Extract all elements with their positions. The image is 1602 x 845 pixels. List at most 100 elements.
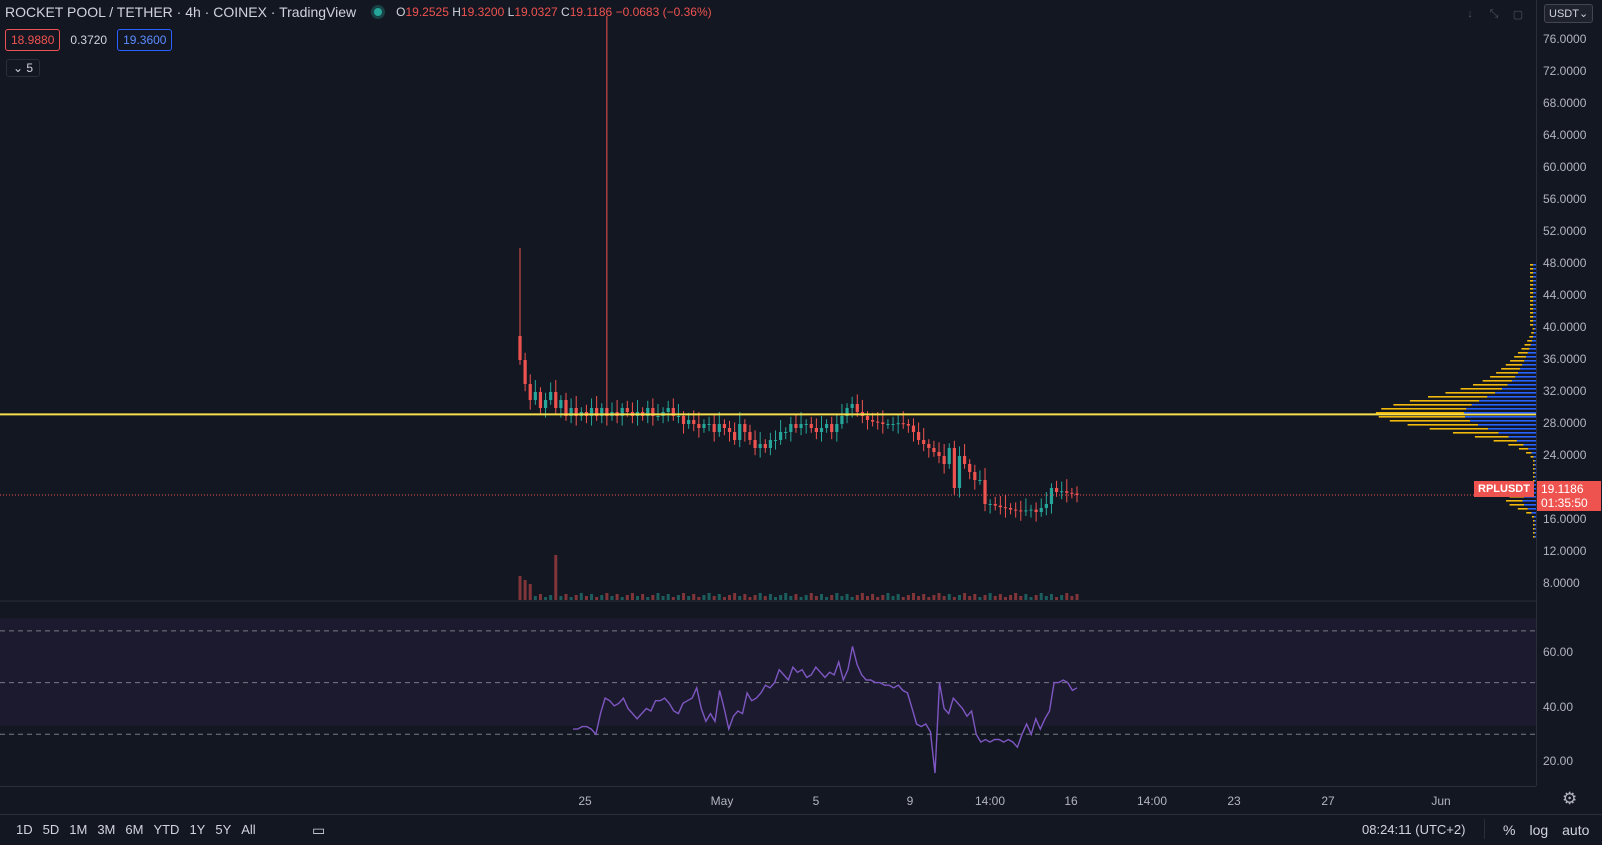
candle-body [671, 408, 675, 416]
collapse-icon[interactable]: ⤡ [1489, 7, 1499, 20]
volume-bar [584, 596, 588, 600]
candle-body [600, 408, 604, 416]
volume-bar [569, 597, 573, 600]
chart-canvas[interactable] [0, 0, 1536, 786]
volume-bar [809, 593, 813, 600]
price-tick-label: 68.0000 [1543, 96, 1587, 110]
range-button-1m[interactable]: 1M [69, 822, 88, 837]
candle-body [595, 408, 599, 416]
price-tick-label: 16.0000 [1543, 512, 1587, 526]
volume-profile-bar [1498, 432, 1536, 434]
volume-profile-bar [1501, 368, 1521, 370]
volume-bar [1065, 593, 1069, 600]
indicators-collapse-button[interactable]: ⌄ 5 [6, 59, 41, 77]
volume-bar [702, 595, 706, 600]
time-tick-label: 16 [1064, 794, 1078, 808]
candle-body [978, 480, 982, 481]
time-tick-label: May [710, 794, 734, 808]
candle-body [1075, 493, 1079, 496]
volume-profile-bar [1517, 508, 1528, 510]
volume-profile-bar [1533, 520, 1535, 522]
volume-bar [544, 597, 548, 600]
volume-profile-bar [1496, 372, 1519, 374]
candle-body [620, 408, 624, 416]
symbol-legend[interactable]: ROCKET POOL / TETHER · 4h · COINEX · Tra… [5, 4, 718, 20]
candle-body [1024, 510, 1028, 512]
volume-bar [952, 597, 956, 600]
volume-profile-bar [1531, 516, 1535, 518]
spread-value: 0.3720 [70, 33, 108, 47]
volume-bar [947, 594, 951, 600]
candle-body [625, 408, 629, 412]
volume-bar [927, 597, 931, 600]
price-tick-label: 48.0000 [1543, 256, 1587, 270]
time-tick-label: Jun [1431, 794, 1451, 808]
scale-option-auto[interactable]: auto [1562, 822, 1590, 838]
scale-option-log[interactable]: log [1529, 822, 1549, 838]
range-button-3m[interactable]: 3M [97, 822, 116, 837]
time-tick-label: 14:00 [1136, 794, 1168, 808]
symbol-title[interactable]: ROCKET POOL / TETHER · 4h · COINEX · Tra… [5, 4, 357, 20]
volume-profile-bar [1523, 444, 1536, 446]
buy-button[interactable]: 19.3600 [117, 29, 173, 51]
candle-body [528, 384, 532, 400]
range-button-all[interactable]: All [241, 822, 256, 837]
volume-profile-bar [1466, 408, 1536, 410]
range-button-5y[interactable]: 5Y [215, 822, 232, 837]
volume-bar [753, 595, 757, 600]
candle-body [916, 432, 921, 440]
volume-profile-bar [1505, 364, 1523, 366]
candle-body [850, 404, 854, 408]
bottom-toolbar [0, 814, 1602, 845]
volume-bar [651, 595, 655, 600]
chart-toolbar-icons: ↓ ⤡ ▢ [1460, 5, 1528, 23]
volume-bar [932, 595, 936, 600]
candle-body [733, 432, 737, 440]
volume-bar [682, 593, 686, 600]
volume-profile-bar [1534, 472, 1536, 474]
range-button-5d[interactable]: 5D [42, 822, 60, 837]
volume-profile-bar [1429, 428, 1489, 430]
volume-bar [538, 594, 542, 600]
currency-select[interactable]: USDT⌄ [1544, 4, 1594, 23]
candle-body [743, 424, 747, 432]
range-button-1d[interactable]: 1D [16, 822, 33, 837]
scale-option-percent[interactable]: % [1503, 822, 1516, 838]
volume-bar [1014, 593, 1018, 600]
volume-profile-bar [1530, 316, 1534, 318]
calendar-icon[interactable]: ▭ [312, 822, 326, 838]
price-tick-label: 60.0000 [1543, 160, 1587, 174]
candle-body [768, 440, 772, 448]
candle-body [1034, 509, 1038, 512]
volume-profile-bar [1533, 296, 1536, 298]
clock[interactable]: 08:24:11 (UTC+2) [1362, 822, 1466, 837]
volume-profile-bar [1510, 360, 1525, 362]
volume-profile-bar [1389, 420, 1471, 422]
maximize-icon[interactable]: ▢ [1512, 8, 1524, 21]
volume-profile-bar [1471, 404, 1536, 406]
candle-body [1019, 510, 1023, 512]
range-button-6m[interactable]: 6M [125, 822, 144, 837]
range-button-1y[interactable]: 1Y [189, 822, 206, 837]
volume-profile-bar [1533, 524, 1535, 526]
arrow-down-icon[interactable]: ↓ [1467, 8, 1473, 20]
volume-bar [1003, 597, 1007, 600]
candle-body [676, 416, 681, 417]
gear-icon[interactable]: ⚙ [1562, 789, 1578, 808]
candle-body [906, 424, 910, 426]
volume-profile-bar [1530, 320, 1534, 322]
price-tick-label: 56.0000 [1543, 192, 1587, 206]
time-axis[interactable] [0, 786, 1536, 815]
sell-button[interactable]: 18.9880 [5, 29, 61, 51]
volume-bar [717, 594, 721, 600]
range-button-ytd[interactable]: YTD [153, 822, 180, 837]
price-axis[interactable] [1536, 0, 1602, 786]
candle-body [646, 408, 650, 416]
volume-bar [881, 595, 885, 600]
volume-profile-bar [1514, 356, 1527, 358]
ohlc-values: O19.2525 H19.3200 L19.0327 C19.1186 −0.0… [396, 5, 712, 19]
volume-bar [896, 594, 900, 600]
candle-body [1029, 509, 1033, 511]
candle-body [896, 423, 900, 425]
